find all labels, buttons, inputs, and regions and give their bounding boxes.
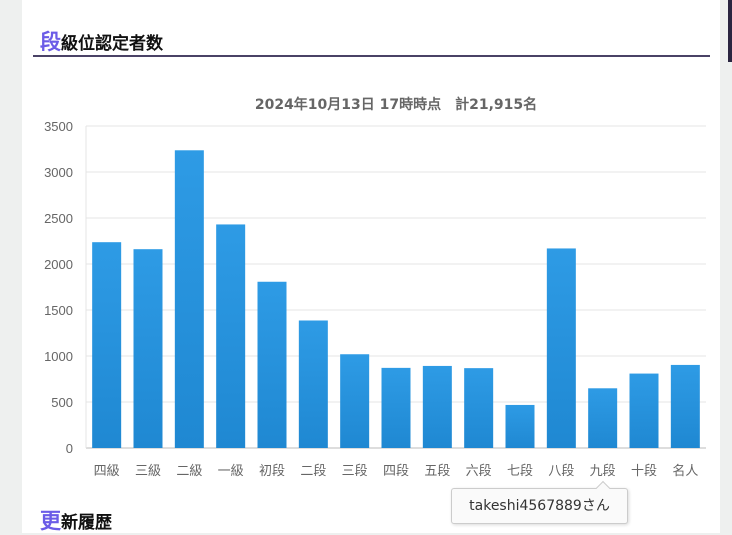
bar-初段 <box>257 281 287 448</box>
heading-accent-char: 段 <box>40 30 61 54</box>
x-tick-label: 二級 <box>176 464 202 479</box>
y-tick-label: 3500 <box>44 119 73 134</box>
bar-五段 <box>422 365 452 448</box>
x-tick-label: 八段 <box>548 464 574 479</box>
heading-accent-char: 更 <box>40 509 61 533</box>
bar-三級 <box>133 249 163 448</box>
x-tick-label: 六段 <box>466 464 492 479</box>
heading-text: 級位認定者数 <box>61 34 163 54</box>
x-tick-label: 一級 <box>218 464 244 479</box>
bar-名人 <box>670 364 700 448</box>
bar-一級 <box>216 224 246 448</box>
x-tick-label: 十段 <box>631 464 657 479</box>
bar-九段 <box>588 388 618 448</box>
scrollbar[interactable] <box>728 0 732 62</box>
x-tick-label: 初段 <box>259 464 285 479</box>
x-tick-label: 七段 <box>507 464 533 479</box>
bar-六段 <box>464 368 494 448</box>
section-heading-rank-counts: 段級位認定者数 <box>40 26 163 56</box>
y-tick-label: 1500 <box>44 303 73 318</box>
x-tick-label: 二段 <box>300 464 326 479</box>
y-tick-label: 1000 <box>44 349 73 364</box>
x-tick-label: 四段 <box>383 464 409 479</box>
x-tick-label: 五段 <box>424 464 450 479</box>
x-tick-label: 名人 <box>672 463 698 479</box>
bar-二段 <box>298 320 328 448</box>
bar-八段 <box>546 248 576 448</box>
bar-十段 <box>629 373 659 448</box>
tooltip: takeshi4567889さん <box>451 488 628 524</box>
chart-title: 2024年10月13日 17時時点 計21,915名 <box>254 97 538 113</box>
bar-三段 <box>340 354 370 448</box>
heading-text: 新履歴 <box>61 513 112 533</box>
y-tick-label: 500 <box>51 395 73 410</box>
y-tick-label: 3000 <box>44 165 73 180</box>
bar-二級 <box>174 150 204 448</box>
y-tick-label: 0 <box>66 441 73 456</box>
bar-四段 <box>381 367 411 448</box>
section-heading-update-history: 更新履歴 <box>40 505 112 535</box>
heading-divider <box>33 55 710 57</box>
y-tick-label: 2000 <box>44 257 73 272</box>
x-tick-label: 三級 <box>135 464 161 479</box>
bar-七段 <box>505 404 535 448</box>
x-tick-label: 三段 <box>342 464 368 479</box>
x-tick-label: 九段 <box>590 464 616 479</box>
x-tick-label: 四級 <box>94 464 120 479</box>
bar-四級 <box>92 242 122 448</box>
y-tick-label: 2500 <box>44 211 73 226</box>
